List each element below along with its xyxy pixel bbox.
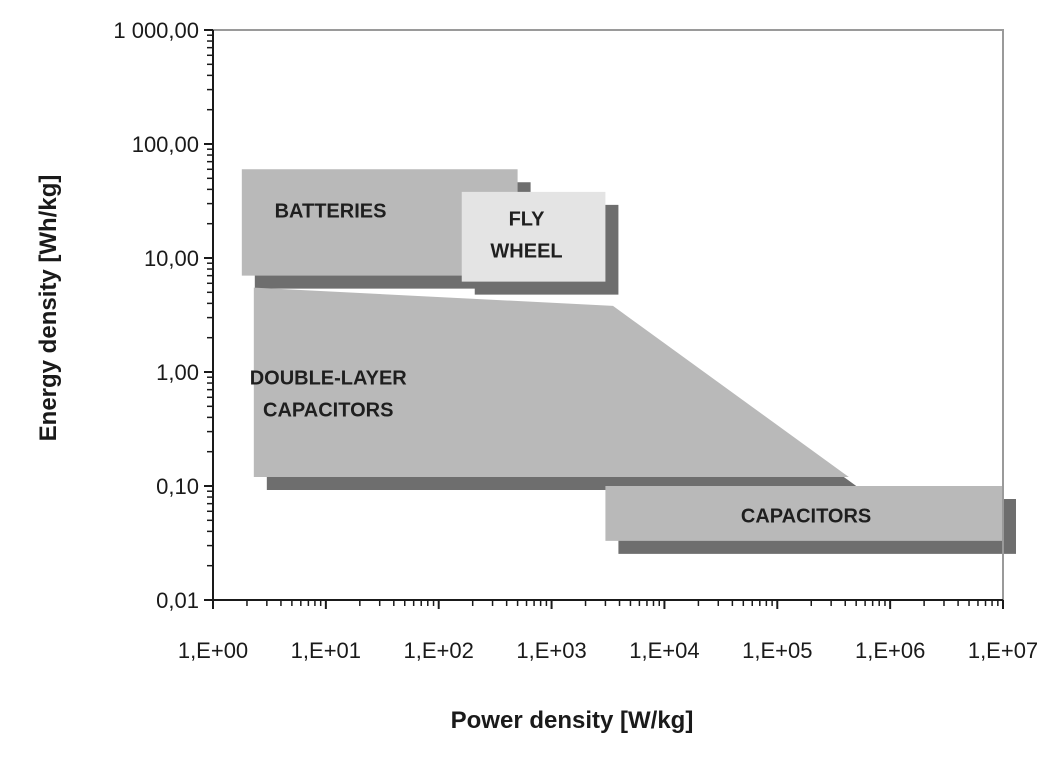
y-tick-label: 1 000,00 bbox=[113, 18, 199, 43]
double-layer-capacitors-region bbox=[253, 287, 849, 477]
batteries-label: BATTERIES bbox=[275, 201, 387, 223]
x-tick-label: 1,E+04 bbox=[629, 638, 699, 663]
x-axis-title: Power density [W/kg] bbox=[451, 707, 694, 734]
double-layer-capacitors-label: CAPACITORS bbox=[263, 399, 393, 421]
y-tick-label: 10,00 bbox=[144, 246, 199, 271]
x-tick-label: 1,E+01 bbox=[291, 638, 361, 663]
double-layer-capacitors-label: DOUBLE-LAYER bbox=[250, 367, 408, 389]
y-tick-label: 0,01 bbox=[156, 588, 199, 613]
capacitors-label: CAPACITORS bbox=[741, 506, 871, 528]
capacitors-region bbox=[605, 486, 1003, 541]
y-axis-title: Energy density [Wh/kg] bbox=[35, 175, 62, 442]
labels-layer: DOUBLE-LAYER CAPACITORS BATTERIES FLY WHEEL C… bbox=[250, 201, 872, 528]
y-tick-label: 1,00 bbox=[156, 360, 199, 385]
batteries-region bbox=[241, 169, 518, 276]
x-tick-label: 1,E+03 bbox=[516, 638, 586, 663]
flywheel-region bbox=[461, 191, 606, 282]
y-tick-label: 100,00 bbox=[132, 132, 199, 157]
x-tick-label: 1,E+00 bbox=[178, 638, 248, 663]
axes-layer: 1,E+00 1,E+01 1,E+02 1,E+03 1,E+04 1,E+05 1,E+… bbox=[113, 18, 1038, 663]
x-tick-label: 1,E+07 bbox=[968, 638, 1038, 663]
regions-layer bbox=[241, 169, 1016, 554]
flywheel-label: WHEEL bbox=[490, 241, 562, 263]
x-tick-label: 1,E+02 bbox=[404, 638, 474, 663]
flywheel-label: FLY bbox=[509, 209, 546, 231]
x-tick-label: 1,E+06 bbox=[855, 638, 925, 663]
x-tick-label: 1,E+05 bbox=[742, 638, 812, 663]
y-tick-label: 0,10 bbox=[156, 474, 199, 499]
